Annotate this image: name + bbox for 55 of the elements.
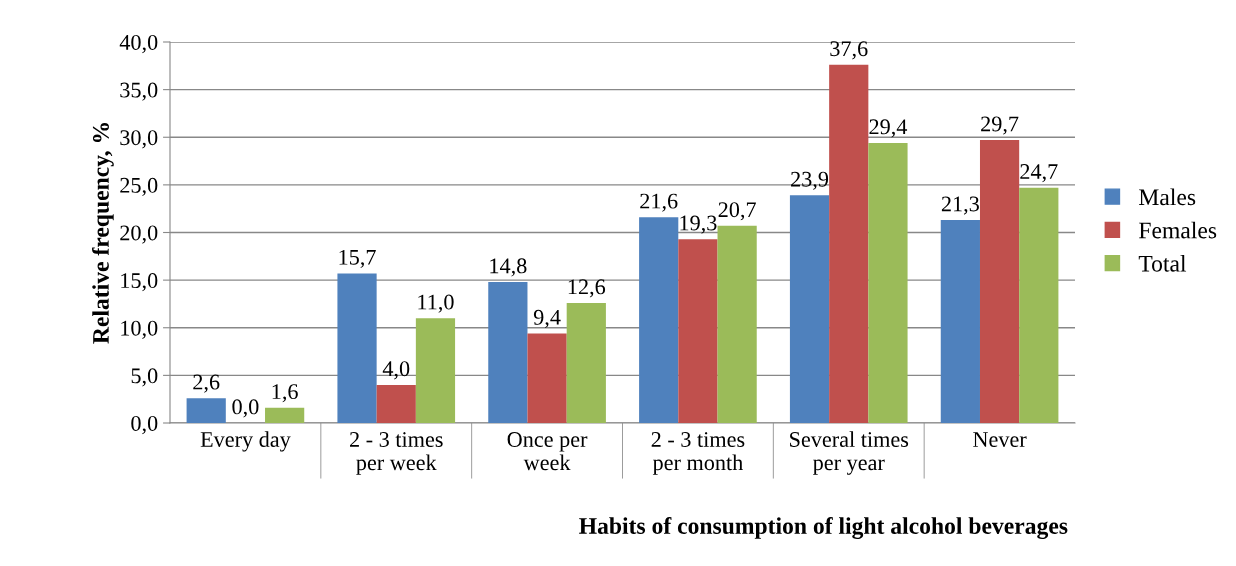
y-tick-label: 10,0 — [121, 320, 158, 339]
legend-label: Males — [1139, 188, 1196, 206]
data-label: 4,0 — [382, 361, 410, 380]
bar — [566, 302, 606, 423]
x-axis-title: Habits of consumption of light alcohol beverages — [579, 517, 1068, 539]
bar — [186, 398, 226, 423]
bar — [639, 217, 679, 423]
bar — [717, 225, 757, 423]
x-tick-label: 2 - 3 times per week — [350, 432, 443, 475]
bar — [678, 239, 718, 423]
bar — [789, 195, 830, 423]
bar — [265, 407, 305, 423]
data-label: 24,7 — [1020, 164, 1058, 183]
bar — [829, 64, 869, 423]
data-label: 29,7 — [981, 116, 1019, 135]
y-tick-label: 35,0 — [120, 82, 158, 101]
data-label: 1,6 — [272, 384, 298, 403]
y-axis-title: Relative frequency, % — [92, 123, 114, 344]
x-tick-label: Never — [973, 432, 1027, 447]
y-tick-label: 0,0 — [131, 415, 158, 435]
data-label: 0,0 — [232, 399, 259, 418]
legend-label: Females — [1139, 221, 1217, 239]
data-label: 37,6 — [830, 41, 868, 60]
bar — [940, 220, 980, 423]
data-label: 19,3 — [680, 215, 717, 234]
data-label: 2,6 — [193, 374, 220, 393]
x-tick-label: Every day — [200, 431, 291, 452]
data-label: 21,6 — [640, 193, 678, 212]
bar — [527, 333, 567, 423]
bar — [337, 273, 377, 423]
x-tick-label: Once per week — [507, 432, 588, 471]
x-tick-label: Several times per year — [790, 431, 909, 475]
y-tick-label: 30,0 — [120, 130, 158, 149]
bar — [868, 142, 908, 423]
bar — [376, 384, 416, 423]
x-tick-label: 2 - 3 times per month — [651, 432, 745, 475]
y-tick-label: 15,0 — [121, 273, 158, 292]
data-label: 14,8 — [490, 258, 527, 277]
y-tick-label: 20,0 — [120, 225, 158, 244]
bar — [488, 282, 528, 423]
y-tick-label: 5,0 — [131, 368, 158, 387]
data-label: 21,3 — [941, 196, 979, 215]
bar — [415, 318, 456, 423]
data-label: 11,0 — [418, 294, 454, 313]
data-label: 15,7 — [339, 249, 376, 268]
data-label: 23,9 — [791, 171, 829, 190]
data-label: 20,7 — [718, 202, 756, 221]
data-label: 29,4 — [869, 119, 908, 138]
legend-label: Total — [1138, 255, 1187, 272]
bar — [979, 140, 1020, 423]
y-tick-label: 25,0 — [120, 177, 158, 196]
data-label: 9,4 — [533, 309, 561, 328]
y-tick-label: 40,0 — [119, 34, 158, 54]
data-label: 12,6 — [568, 279, 606, 298]
bar — [1019, 187, 1059, 423]
